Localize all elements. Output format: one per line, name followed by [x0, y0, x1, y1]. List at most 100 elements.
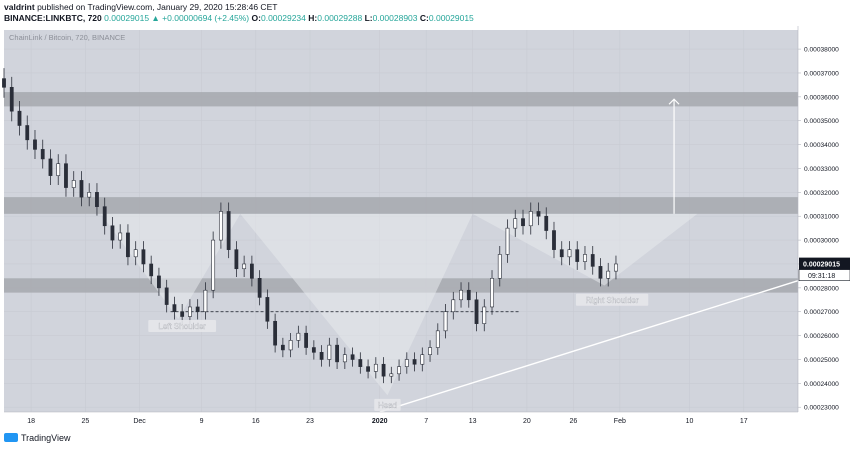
chart-title: ChainLink / Bitcoin, 720, BINANCE — [9, 33, 125, 42]
candle-up — [420, 354, 425, 365]
candle-up — [606, 270, 611, 279]
time-tick-label-13: 17 — [740, 418, 748, 425]
candle-down — [358, 359, 363, 367]
current-price-label: 0.00029015 — [803, 262, 840, 269]
publish-text: published on TradingView.com, January 29… — [34, 2, 278, 12]
chart-header: valdrint published on TradingView.com, J… — [0, 0, 850, 26]
candle-up — [71, 180, 76, 188]
candle-up — [497, 254, 502, 279]
candle-down — [234, 249, 239, 270]
candle-up — [211, 239, 216, 291]
candle-down — [412, 359, 417, 365]
high-value: 0.00029288 — [317, 13, 363, 23]
candle-up — [342, 354, 347, 363]
price-tick-label-8: 0.00030000 — [804, 238, 839, 245]
candle-down — [265, 297, 270, 322]
candle-down — [311, 347, 316, 353]
candle-down — [304, 332, 309, 348]
price-tick-label-4: 0.00034000 — [804, 142, 839, 149]
candle-up — [218, 211, 223, 241]
candle-down — [79, 180, 84, 198]
candle-up — [451, 299, 456, 313]
candle-down — [381, 363, 386, 377]
candle-up — [404, 359, 409, 367]
candle-down — [17, 110, 22, 126]
close-label: C: — [419, 13, 429, 23]
price-tick-label-13: 0.00025000 — [804, 357, 839, 364]
candle-down — [64, 163, 68, 188]
symbol-label[interactable]: BINANCE:LINKBTC, 720 — [4, 13, 102, 23]
candle-up — [389, 373, 394, 377]
candle-up — [443, 311, 448, 332]
candle-up — [203, 289, 208, 313]
candle-up — [242, 263, 247, 270]
publish-info: valdrint published on TradingView.com, J… — [4, 2, 277, 12]
pattern-label-bg-0 — [148, 320, 217, 333]
price-chart[interactable]: Left Shoulder Head Right Shoulder ChainLink… — [0, 26, 850, 430]
candle-down — [536, 211, 541, 217]
candle-down — [25, 125, 30, 141]
price-tick-label-0: 0.00038000 — [804, 47, 839, 54]
candle-down — [552, 230, 556, 250]
candle-down — [149, 263, 154, 277]
candle-up — [397, 366, 401, 375]
tradingview-logo[interactable]: TradingView — [4, 433, 71, 443]
low-label: L: — [364, 13, 373, 23]
candle-down — [249, 263, 254, 279]
candle-down — [95, 192, 99, 207]
time-tick-label-9: 20 — [523, 418, 531, 425]
head-triangle — [240, 213, 473, 396]
candle-up — [567, 249, 572, 258]
time-axis — [0, 412, 798, 430]
candle-down — [226, 211, 231, 250]
time-tick-label-5: 23 — [306, 418, 314, 425]
pattern-label-bg-1 — [374, 398, 401, 411]
candle-up — [118, 232, 123, 241]
candle-up — [490, 278, 494, 308]
price-tick-label-14: 0.00024000 — [804, 381, 839, 388]
candle-down — [544, 215, 549, 231]
candle-down — [559, 249, 564, 258]
candle-down — [273, 320, 278, 346]
tradingview-logo-icon — [4, 433, 18, 442]
support-trendline — [379, 280, 799, 413]
pattern-label-bg-2 — [575, 293, 649, 306]
price-tick-label-3: 0.00035000 — [804, 118, 839, 125]
countdown-label: 09:31:18 — [808, 273, 835, 280]
candle-down — [474, 299, 479, 324]
left-shoulder-triangle — [100, 213, 241, 319]
candle-down — [33, 139, 37, 150]
low-value: 0.00028903 — [372, 13, 418, 23]
candle-up — [482, 306, 487, 324]
price-tick-label-5: 0.00033000 — [804, 166, 839, 173]
tradingview-logo-text: TradingView — [21, 433, 71, 443]
time-tick-label-8: 13 — [469, 418, 477, 425]
candle-down — [575, 249, 580, 262]
candle-down — [40, 149, 45, 160]
footer: TradingView — [0, 430, 850, 449]
time-tick-label-7: 7 — [424, 418, 428, 425]
candle-up — [327, 344, 332, 360]
candle-up — [459, 289, 463, 301]
time-tick-label-2: Dec — [133, 418, 146, 425]
candle-up — [133, 249, 138, 258]
pattern-label-2: Right Shoulder — [586, 296, 639, 305]
price-tick-label-15: 0.00023000 — [804, 405, 839, 412]
resistance-zone-1 — [4, 197, 798, 214]
publisher-name[interactable]: valdrint — [4, 2, 35, 12]
candle-down — [102, 206, 107, 227]
pattern-label-1: Head — [378, 401, 397, 410]
candle-up — [296, 332, 301, 341]
candle-up — [87, 192, 92, 198]
time-tick-label-3: 9 — [200, 418, 204, 425]
ohlc-info: BINANCE:LINKBTC, 720 0.00029015 ▲ +0.000… — [4, 13, 474, 23]
price-tick-label-2: 0.00036000 — [804, 94, 839, 101]
pattern-label-0: Left Shoulder — [158, 322, 206, 331]
candle-up — [56, 163, 61, 176]
candle-up — [528, 211, 533, 227]
candle-down — [2, 78, 6, 88]
candle-down — [466, 289, 471, 301]
time-tick-label-12: 10 — [686, 418, 694, 425]
candle-down — [157, 275, 161, 289]
candle-down — [335, 344, 339, 363]
